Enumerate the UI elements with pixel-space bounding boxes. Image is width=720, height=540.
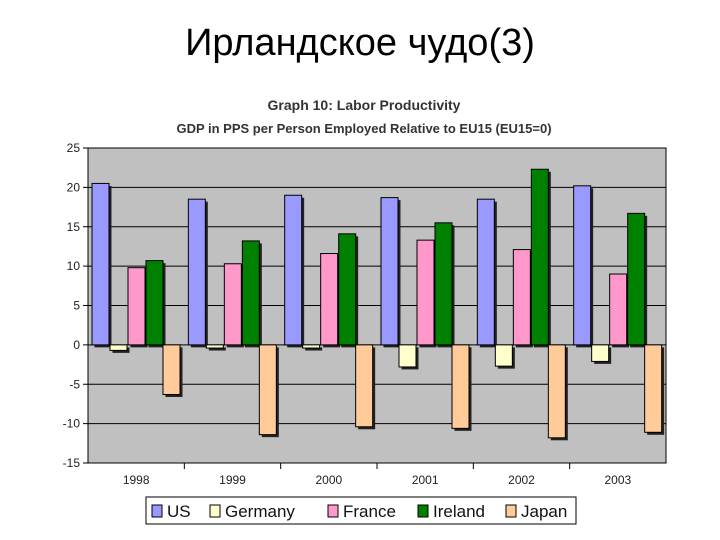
y-tick-label: -5 — [69, 377, 80, 391]
bar-france-2001 — [416, 239, 435, 346]
legend-label-us: US — [167, 502, 191, 521]
bar-us-2003 — [573, 185, 592, 346]
slide-title: Ирландское чудо(3) — [185, 22, 535, 64]
legend: US Germany France Ireland Japan — [145, 496, 577, 525]
y-tick-label: 15 — [67, 220, 81, 234]
y-tick-label: -10 — [63, 417, 81, 431]
bar-france-1998 — [127, 267, 146, 346]
bar-ireland-2002 — [530, 168, 549, 346]
bar-ireland-2000 — [338, 233, 357, 346]
bar-france-2002 — [512, 249, 531, 346]
bar-us-2002 — [476, 198, 495, 346]
x-tick-label: 1998 — [123, 473, 150, 487]
legend-label-france: France — [343, 502, 396, 521]
x-axis-ticks: 1998 1999 2000 2001 2002 2003 — [123, 473, 632, 487]
bar-germany-2002 — [494, 344, 513, 367]
x-tick-label: 2001 — [412, 473, 439, 487]
bar-ireland-1999 — [241, 240, 260, 346]
bar-france-1999 — [223, 263, 242, 346]
y-tick-label: 0 — [73, 338, 80, 352]
bar-ireland-2003 — [627, 212, 646, 346]
y-tick-label: 10 — [67, 259, 81, 273]
legend-label-ireland: Ireland — [433, 502, 485, 521]
bar-japan-2003 — [644, 344, 663, 433]
chart-title: Graph 10: Labor Productivity — [268, 97, 461, 113]
gridlines — [83, 147, 666, 469]
bar-germany-2000 — [302, 344, 321, 349]
bar-shadow — [208, 347, 226, 351]
bar-us-2000 — [284, 194, 303, 346]
bar-ireland-2001 — [434, 222, 453, 346]
bar-germany-2001 — [398, 344, 417, 368]
bar-japan-1998 — [162, 344, 181, 395]
bar-germany-1998 — [109, 344, 128, 351]
legend-swatch-japan — [505, 504, 517, 518]
bar-france-2003 — [609, 273, 628, 346]
y-axis-ticks: 25 20 15 10 5 0 -5 -10 -15 — [63, 141, 81, 470]
bar-us-1998 — [91, 182, 110, 346]
bar-japan-2002 — [547, 344, 566, 439]
legend-swatch-us — [151, 504, 163, 518]
legend-swatch-france — [327, 504, 339, 518]
legend-label-germany: Germany — [225, 502, 295, 521]
bar-shadow — [305, 347, 323, 351]
bar-germany-1999 — [205, 344, 224, 349]
chart-subtitle: GDP in PPS per Person Employed Relative … — [176, 121, 551, 136]
legend-label-japan: Japan — [521, 502, 567, 521]
bar-ireland-1998 — [145, 260, 164, 346]
bar-japan-2000 — [355, 344, 374, 428]
bar-japan-2001 — [451, 344, 470, 429]
y-tick-label: 20 — [67, 180, 81, 194]
x-tick-label: 2002 — [508, 473, 535, 487]
legend-swatch-germany — [209, 504, 221, 518]
y-tick-label: 25 — [67, 141, 81, 155]
y-tick-label: 5 — [73, 299, 80, 313]
bar-france-2000 — [320, 253, 339, 346]
bar-us-2001 — [380, 197, 399, 346]
x-tick-label: 2000 — [315, 473, 342, 487]
y-tick-label: -15 — [63, 456, 81, 470]
bar-us-1999 — [187, 198, 206, 346]
x-tick-label: 2003 — [604, 473, 631, 487]
bar-germany-2003 — [591, 344, 610, 362]
legend-swatch-ireland — [417, 504, 429, 518]
bars — [91, 168, 665, 441]
bar-japan-1999 — [258, 344, 277, 436]
x-tick-label: 1999 — [219, 473, 246, 487]
